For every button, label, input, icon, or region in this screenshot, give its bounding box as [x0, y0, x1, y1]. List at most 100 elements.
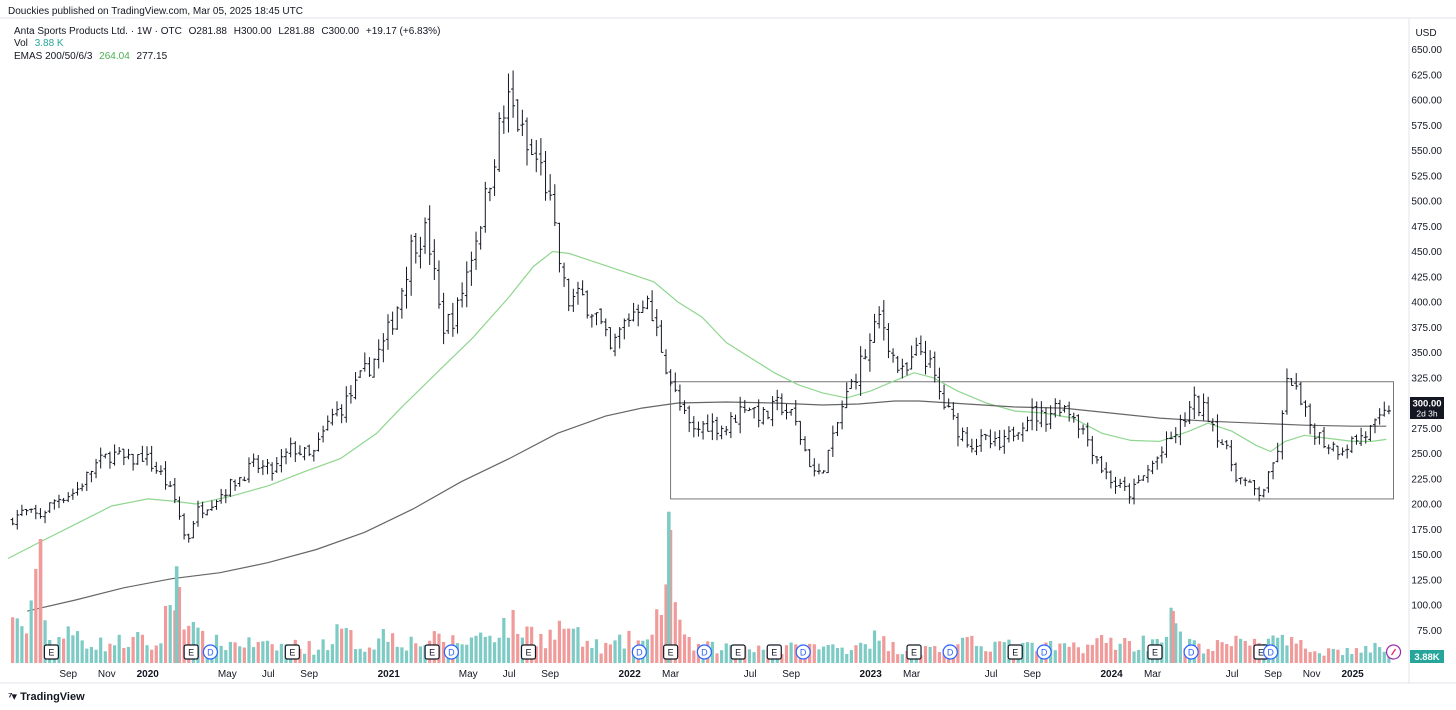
time-tick-label: Jul — [262, 669, 275, 680]
volume-bar — [618, 634, 622, 663]
volume-bar — [840, 647, 844, 663]
volume-bar — [576, 627, 580, 663]
dividend-badge-letter: D — [701, 648, 708, 658]
price-tick-label: 350.00 — [1411, 348, 1442, 359]
volume-bar — [543, 648, 548, 663]
earnings-badge[interactable] — [43, 644, 59, 660]
dividend-badge[interactable] — [1036, 644, 1052, 660]
earnings-badge[interactable] — [906, 644, 922, 660]
volume-bar — [1225, 644, 1229, 663]
volume-bar — [784, 645, 789, 663]
volume-bar — [539, 633, 543, 663]
volume-bar — [307, 641, 311, 663]
volume-bar — [131, 637, 135, 663]
volume-bar — [1378, 647, 1382, 663]
volume-bar — [358, 648, 362, 663]
earnings-badge[interactable] — [1147, 644, 1163, 660]
legend-close: C300.00 — [321, 26, 360, 37]
volume-bar — [1197, 643, 1201, 663]
volume-bar — [159, 643, 163, 663]
volume-bar — [567, 628, 571, 663]
volume-bar — [85, 648, 89, 663]
volume-bar — [1058, 643, 1062, 663]
earnings-badge[interactable] — [424, 644, 440, 660]
volume-bar — [1368, 652, 1372, 663]
volume-bar — [80, 640, 84, 663]
dividend-badge[interactable] — [202, 644, 219, 660]
volume-bar — [1109, 637, 1113, 663]
volume-bar — [923, 646, 928, 663]
volume-bar — [692, 650, 696, 663]
dividend-badge[interactable] — [696, 644, 712, 660]
volume-bar — [391, 633, 395, 663]
volume-bar — [757, 645, 761, 663]
volume-bar — [191, 621, 195, 663]
volume-bar — [34, 568, 38, 663]
volume-bar — [1067, 646, 1071, 663]
legend-symbol[interactable]: Anta Sports Products Ltd. · 1W · OTC — [14, 26, 182, 37]
volume-bar — [1215, 640, 1220, 663]
volume-bar — [201, 630, 205, 663]
earnings-badge[interactable] — [663, 644, 679, 660]
dividend-badge[interactable] — [1183, 644, 1199, 660]
tradingview-footer[interactable]: ⁷▾ TradingView — [8, 690, 85, 704]
volume-bar — [882, 636, 886, 663]
legend-emas-row: EMAS 200/50/6/3 264.04 277.15 — [14, 51, 167, 62]
volume-bar — [89, 646, 94, 663]
volume-bar — [669, 529, 673, 663]
volume-bar — [409, 636, 413, 663]
dividend-badge[interactable] — [795, 644, 811, 660]
dividend-badge[interactable] — [443, 644, 459, 660]
time-tick-label: Sep — [300, 669, 318, 680]
price-tick-label: 600.00 — [1411, 96, 1442, 107]
legend-volume-label[interactable]: Vol — [14, 38, 28, 49]
volume-bar — [238, 646, 242, 663]
volume-bar — [682, 634, 687, 663]
volume-bar — [20, 626, 24, 663]
earnings-badge[interactable] — [766, 644, 782, 660]
ema200-line — [27, 400, 1387, 612]
legend-ema50-value: 264.04 — [99, 51, 130, 62]
legend-emas-label[interactable]: EMAS 200/50/6/3 — [14, 51, 93, 62]
volume-bar — [479, 632, 483, 663]
split-badge-icon — [1391, 648, 1397, 656]
volume-bar — [1243, 640, 1247, 663]
volume-bar — [710, 641, 714, 663]
volume-bar — [1229, 646, 1233, 663]
volume-bar — [724, 643, 728, 663]
volume-bar — [548, 629, 552, 663]
dividend-badge[interactable] — [631, 644, 647, 660]
volume-bar — [761, 649, 765, 663]
volume-bar — [780, 653, 784, 663]
earnings-badge[interactable] — [1007, 644, 1023, 660]
dividend-badge-letter: D — [1188, 648, 1195, 658]
price-tick-label: 550.00 — [1411, 146, 1442, 157]
volume-bar — [117, 634, 121, 663]
currency-label: USD — [1415, 28, 1436, 39]
earnings-badge[interactable] — [730, 644, 746, 660]
dividend-badge[interactable] — [942, 644, 958, 660]
volume-bar — [655, 609, 659, 663]
dividend-badge[interactable] — [1263, 644, 1279, 660]
time-tick-label: Jul — [503, 669, 516, 680]
dividend-badge-letter: D — [1267, 648, 1274, 658]
consolidation-range-box[interactable] — [670, 381, 1394, 500]
price-tick-label: 100.00 — [1411, 601, 1442, 612]
earnings-badge[interactable] — [520, 644, 537, 660]
volume-bar — [474, 635, 478, 663]
volume-bar — [261, 641, 265, 663]
volume-bar — [400, 647, 404, 663]
volume-bar — [868, 648, 872, 663]
volume-bar — [1294, 643, 1298, 663]
earnings-badge[interactable] — [284, 644, 300, 660]
volume-bar — [335, 624, 339, 663]
volume-bar — [585, 640, 589, 663]
dividend-badge-letter: D — [207, 648, 214, 658]
earnings-badge[interactable] — [183, 644, 199, 660]
volume-bar — [1303, 648, 1308, 663]
time-tick-label: May — [459, 669, 478, 680]
volume-bar — [1234, 635, 1238, 663]
volume-bar — [896, 654, 900, 663]
volume-bar — [1382, 651, 1386, 663]
